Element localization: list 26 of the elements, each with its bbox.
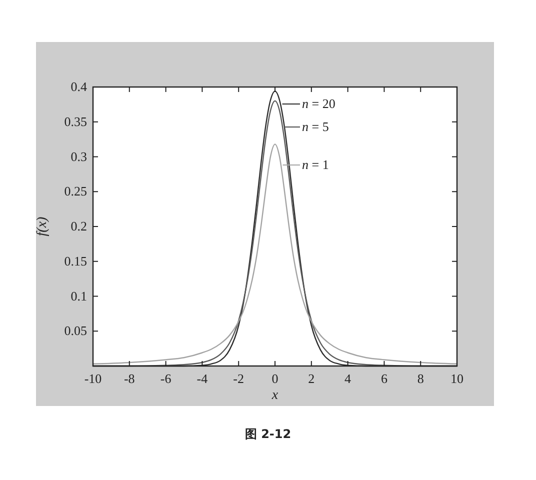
y-tick-label: 0.15 (64, 253, 87, 268)
x-tick-label: 0 (272, 371, 278, 386)
x-tick-label: -10 (84, 371, 102, 386)
legend-label: n = 1 (302, 157, 329, 172)
y-tick-label: 0.1 (70, 288, 87, 304)
x-tick-label: -8 (124, 371, 135, 386)
y-tick-label: 0.4 (70, 79, 88, 94)
caption: 图 2-12 (244, 427, 292, 441)
y-tick-label: 0.35 (64, 114, 87, 129)
x-tick-label: 6 (380, 371, 388, 386)
x-tick-label: -6 (160, 371, 172, 386)
x-tick-label: 2 (308, 371, 315, 386)
y-tick-label: 0.2 (70, 218, 87, 234)
x-tick-label: 8 (417, 371, 424, 386)
y-axis-title: f(x) (35, 216, 50, 236)
y-tick-label: 0.3 (70, 148, 87, 164)
legend-label: n = 20 (302, 96, 336, 111)
line-series (92, 144, 458, 365)
y-tick-label: 0.25 (64, 184, 87, 199)
x-tick-label: 10 (450, 371, 464, 386)
x-tick-label: 4 (344, 371, 352, 386)
legend-label: n = 5 (302, 119, 329, 134)
x-tick-label: -2 (233, 371, 244, 386)
x-axis-title: x (270, 388, 279, 403)
x-tick-label: -4 (196, 371, 208, 386)
y-tick-label: 0.05 (64, 323, 87, 338)
